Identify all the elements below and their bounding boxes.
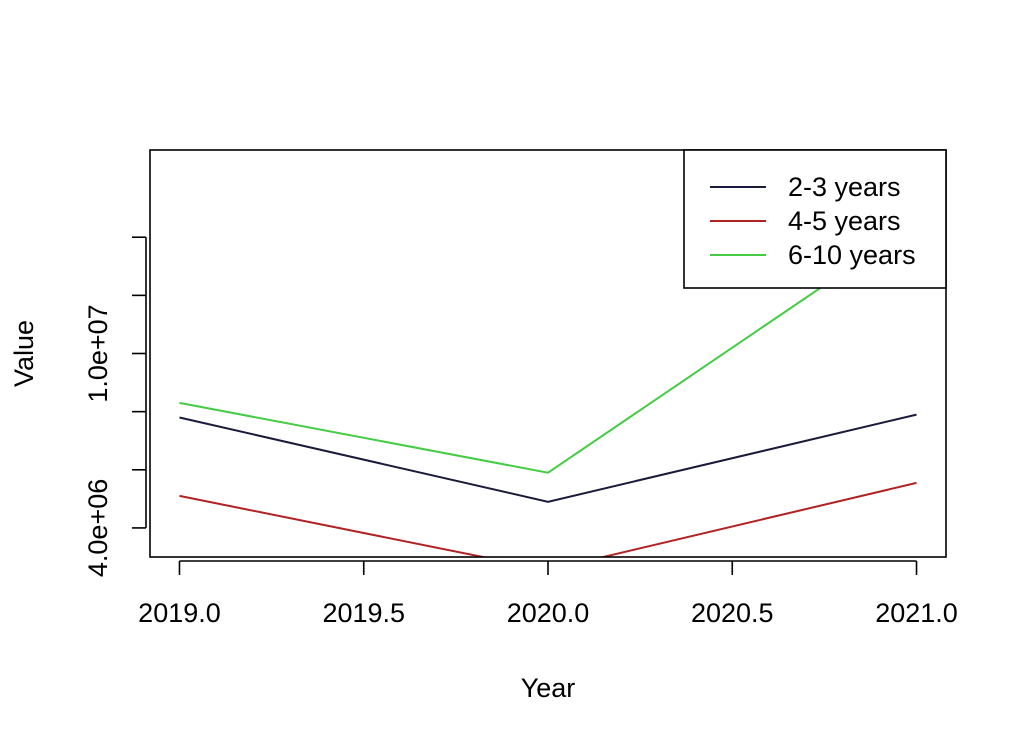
- legend-label-1: 2-3 years: [788, 172, 901, 202]
- y-tick-label: 1.0e+07: [83, 304, 113, 402]
- legend-box: [683, 149, 947, 289]
- series-line-2: [179, 481, 917, 557]
- y-axis: 4.0e+06 1.0e+07: [83, 236, 147, 577]
- legend-label-2: 4-5 years: [788, 206, 901, 236]
- x-tick-label: 2019.5: [322, 598, 405, 628]
- series-line-3: [179, 221, 918, 474]
- x-axis-title: Year: [521, 673, 576, 703]
- y-axis-title: Value: [9, 320, 39, 387]
- x-tick-label: 2020.0: [507, 598, 590, 628]
- series-line-1: [179, 413, 917, 503]
- x-tick-label: 2021.0: [875, 598, 958, 628]
- x-tick-label: 2019.0: [138, 598, 221, 628]
- legend: 2-3 years 4-5 years 6-10 years: [683, 149, 947, 289]
- x-tick-label: 2020.5: [691, 598, 774, 628]
- y-tick-label: 4.0e+06: [83, 479, 113, 577]
- plot-area-border: [149, 149, 947, 558]
- series-layer: [179, 221, 918, 557]
- x-axis: 2019.0 2019.5 2020.0 2020.5 2021.0: [138, 560, 958, 628]
- legend-label-3: 6-10 years: [788, 240, 916, 270]
